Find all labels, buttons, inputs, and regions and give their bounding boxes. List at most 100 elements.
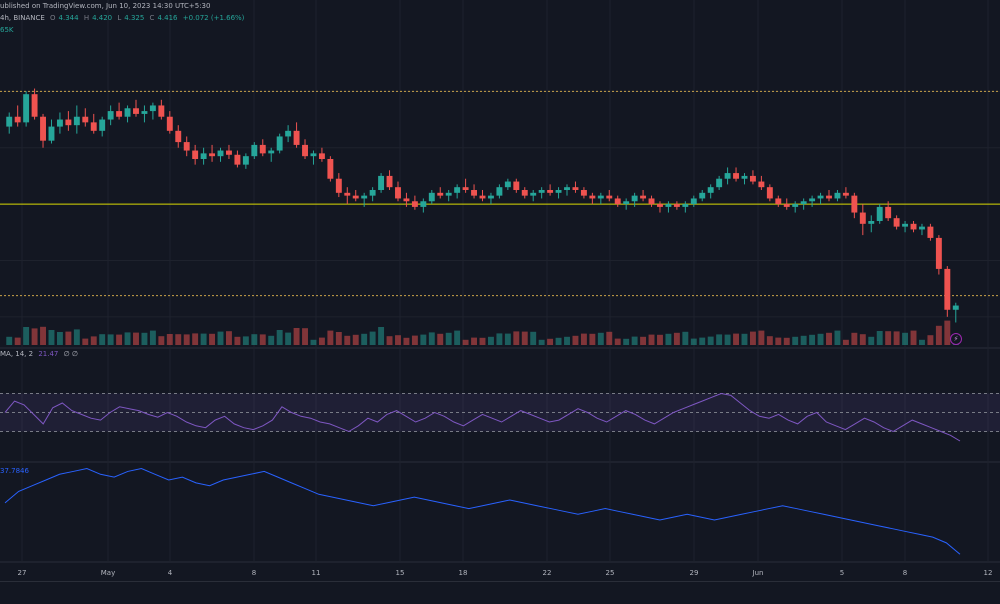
candle-body	[462, 187, 469, 190]
candle-body	[868, 221, 875, 224]
volume-bar	[352, 334, 359, 345]
candle-body	[217, 150, 224, 157]
candle-body	[927, 226, 934, 238]
x-tick-label: 4	[168, 569, 173, 577]
volume-bar	[200, 333, 207, 345]
volume-bar	[437, 333, 444, 345]
open-value: 4.344	[58, 14, 79, 22]
x-tick-label: 8	[903, 569, 907, 577]
candle-body	[445, 192, 452, 196]
volume-bar	[462, 339, 469, 345]
volume-bar	[716, 334, 723, 345]
candle-body	[682, 204, 689, 207]
volume-bar	[82, 338, 89, 345]
candle-body	[657, 204, 663, 207]
candle-body	[90, 122, 97, 131]
candle-body	[48, 126, 55, 141]
candle-body	[411, 201, 418, 207]
candle-body	[302, 144, 308, 157]
candle-body	[192, 150, 199, 159]
volume-bar	[775, 337, 782, 345]
volume-bar	[834, 330, 841, 345]
volume-bar	[724, 334, 731, 345]
rsi-line	[4, 392, 961, 442]
close-label: C	[149, 14, 155, 22]
candle-body	[175, 130, 182, 143]
candle-body	[809, 198, 816, 202]
lightning-icon[interactable]: ⚡	[950, 333, 962, 345]
volume-bar	[530, 331, 537, 345]
volume-bar	[471, 337, 478, 345]
volume-bar	[910, 330, 917, 345]
candle-body	[40, 116, 46, 141]
candle-body	[99, 119, 106, 131]
obv-value: 37.7846	[0, 467, 29, 475]
volume-bar	[361, 333, 368, 345]
volume-bar	[504, 333, 511, 345]
candle-body	[327, 159, 334, 179]
candle-body	[935, 237, 942, 269]
candle-body	[487, 195, 494, 199]
candle-body	[648, 198, 655, 205]
volume-bar	[90, 336, 97, 345]
volume-bar	[31, 328, 38, 345]
candle-body	[107, 111, 114, 120]
volume-bar	[141, 332, 148, 345]
candle-body	[116, 111, 123, 117]
candle-body	[149, 105, 156, 112]
candle-body	[699, 192, 706, 199]
candle-body	[31, 94, 38, 117]
badge-glyph: ⚡	[953, 335, 959, 343]
volume-bar	[580, 333, 587, 345]
candle-body	[783, 204, 790, 207]
candle-body	[259, 144, 266, 154]
candle-body	[344, 192, 351, 196]
volume-bar	[454, 330, 461, 345]
x-tick-label: 11	[312, 569, 321, 577]
volume-bar	[623, 338, 630, 345]
close-value: 4.416	[157, 14, 178, 22]
volume-bar	[893, 331, 900, 345]
volume-bar	[395, 335, 401, 345]
candle-body	[614, 198, 621, 205]
volume-bar	[124, 332, 131, 345]
volume-bar	[209, 333, 216, 345]
volume-bar	[766, 336, 773, 345]
volume-bar	[876, 331, 883, 345]
candle-body	[555, 190, 562, 193]
x-tick-label: Jun	[752, 569, 764, 577]
volume-bar	[344, 335, 351, 345]
candle-body	[673, 204, 680, 207]
volume-bar	[758, 330, 765, 345]
volume-bar	[251, 334, 258, 345]
candle-body	[530, 192, 537, 196]
volume-bar	[885, 331, 892, 345]
bottom-toolbar	[0, 581, 1000, 601]
volume-bar	[386, 336, 393, 345]
volume-bar	[868, 336, 875, 345]
candle-body	[454, 187, 461, 193]
volume-bar	[665, 333, 672, 345]
volume-bar	[259, 334, 266, 345]
volume-bar	[902, 332, 909, 345]
candle-body	[268, 150, 275, 154]
candle-body	[73, 116, 80, 126]
volume-bar	[733, 333, 739, 345]
candle-body	[580, 190, 587, 196]
volume-bar	[682, 331, 689, 345]
volume-bar	[555, 337, 562, 345]
volume-bar	[116, 334, 123, 345]
change-value: +0.072 (+1.66%)	[182, 14, 245, 22]
volume-bar	[597, 332, 604, 345]
candle-body	[65, 119, 72, 126]
candle-body	[758, 181, 765, 188]
candle-body	[285, 130, 292, 137]
volume-bar	[521, 331, 528, 345]
obv-line	[4, 468, 961, 555]
volume-bar	[631, 336, 638, 345]
volume-bar	[572, 335, 579, 345]
candle-body	[141, 111, 148, 114]
candle-body	[276, 136, 283, 151]
volume-bar	[166, 334, 173, 345]
